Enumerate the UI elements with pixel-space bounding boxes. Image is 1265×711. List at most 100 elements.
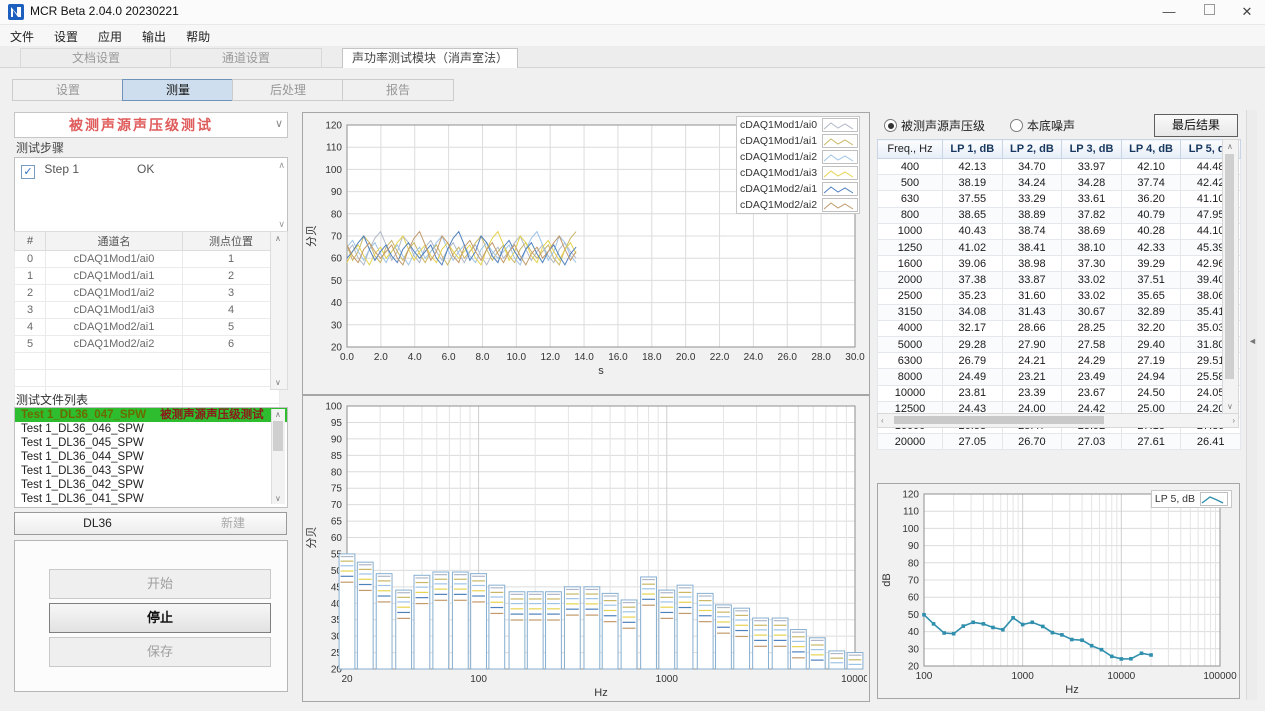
- lp-results-table[interactable]: Freq., Hz LP 1, dB LP 2, dB LP 3, dB LP 4, d…: [877, 139, 1241, 451]
- lp-row[interactable]: 2000 37.38 33.87 33.02 37.51 39.40: [877, 271, 1241, 289]
- step-item[interactable]: ✓ Step 1 OK: [21, 162, 154, 179]
- legend-item[interactable]: cDAQ1Mod2/ai2: [737, 197, 859, 213]
- legend-item[interactable]: cDAQ1Mod1/ai3: [737, 165, 859, 181]
- channel-col-header[interactable]: #: [14, 231, 46, 251]
- menu-item-0[interactable]: 文件: [10, 30, 35, 44]
- minimize-button[interactable]: —: [1152, 0, 1186, 24]
- file-list-item[interactable]: Test 1_DL36_047_SPW 被测声源声压级测试: [15, 408, 287, 422]
- channel-col-header[interactable]: 测点位置: [182, 231, 280, 251]
- channel-row[interactable]: 4 cDAQ1Mod2/ai1 5: [14, 318, 280, 336]
- lp-row[interactable]: 8000 24.49 23.21 23.49 24.94 25.58: [877, 368, 1241, 386]
- file-list-scrollbar[interactable]: ∧ ∨: [271, 409, 285, 504]
- scroll-up-icon[interactable]: ∧: [275, 234, 281, 243]
- menu-item-1[interactable]: 设置: [54, 30, 79, 44]
- menu-item-4[interactable]: 帮助: [186, 30, 211, 44]
- main-tab-1[interactable]: 通道设置: [170, 48, 322, 67]
- menu-item-3[interactable]: 输出: [142, 30, 167, 44]
- channel-row[interactable]: 3 cDAQ1Mod1/ai3 4: [14, 301, 280, 319]
- lp-col-header[interactable]: LP 4, dB: [1120, 139, 1182, 159]
- scroll-down-icon[interactable]: ∨: [275, 378, 281, 387]
- main-tab-0[interactable]: 文档设置: [20, 48, 172, 67]
- radio-background-noise[interactable]: 本底噪声: [1010, 117, 1075, 135]
- scrollbar-thumb[interactable]: [894, 416, 1104, 424]
- scroll-left-icon[interactable]: ‹: [881, 416, 884, 425]
- close-button[interactable]: ✕: [1230, 0, 1264, 24]
- channel-row[interactable]: [14, 369, 280, 387]
- chart-canvas: 20 30 40 50 60 70 80 90 100 110 120 100 1000 10000 100…: [881, 490, 1237, 697]
- channel-table-scrollbar[interactable]: ∧ ∨: [270, 231, 288, 390]
- final-result-button[interactable]: 最后结果: [1154, 114, 1238, 137]
- lp-row[interactable]: 1000 40.43 38.74 38.69 40.28 44.10: [877, 222, 1241, 240]
- save-button[interactable]: 保存: [49, 637, 271, 667]
- scroll-up-icon[interactable]: ∧: [1227, 142, 1233, 151]
- legend-item[interactable]: cDAQ1Mod2/ai1: [737, 181, 859, 197]
- lp-row[interactable]: 630 37.55 33.29 33.61 36.20 41.10: [877, 190, 1241, 208]
- lp-row[interactable]: 400 42.13 34.70 33.97 42.10 44.48: [877, 157, 1241, 176]
- scroll-up-icon[interactable]: ∧: [278, 160, 285, 170]
- scroll-down-icon[interactable]: ∨: [1227, 402, 1233, 411]
- scroll-right-icon[interactable]: ›: [1232, 416, 1235, 425]
- file-list-item[interactable]: Test 1_DL36_043_SPW: [15, 464, 287, 478]
- channel-row[interactable]: 1 cDAQ1Mod1/ai1 2: [14, 267, 280, 285]
- lp-row[interactable]: 6300 26.79 24.21 24.29 27.19 29.51: [877, 352, 1241, 370]
- radio-measured-source[interactable]: 被测声源声压级: [884, 117, 985, 135]
- channel-row[interactable]: 0 cDAQ1Mod1/ai0 1: [14, 250, 280, 268]
- file-list-item[interactable]: Test 1_DL36_041_SPW: [15, 492, 287, 506]
- lp-col-header[interactable]: Freq., Hz: [877, 139, 943, 159]
- step-checkbox[interactable]: ✓: [21, 165, 35, 179]
- lp-table-vscrollbar[interactable]: ∧ ∨: [1222, 139, 1239, 414]
- lp-table-hscrollbar[interactable]: ‹ ›: [877, 413, 1239, 428]
- lp-row[interactable]: 500 38.19 34.24 34.28 37.74 42.42: [877, 174, 1241, 192]
- scroll-down-icon[interactable]: ∨: [278, 219, 285, 229]
- channel-col-header[interactable]: 通道名: [45, 231, 183, 251]
- steps-list[interactable]: ✓ Step 1 OK ∧ ∨: [14, 157, 288, 233]
- scroll-down-icon[interactable]: ∨: [275, 494, 281, 503]
- legend-item[interactable]: cDAQ1Mod1/ai1: [737, 133, 859, 149]
- lp-row[interactable]: 4000 32.17 28.66 28.25 32.20 35.03: [877, 319, 1241, 338]
- test-file-list[interactable]: Test 1_DL36_047_SPW 被测声源声压级测试 Test 1_DL36_…: [14, 407, 288, 508]
- lp-cell: 1250: [877, 238, 943, 257]
- new-button[interactable]: 新建: [180, 512, 287, 535]
- file-list-item[interactable]: Test 1_DL36_046_SPW: [15, 422, 287, 436]
- lp-row[interactable]: 2500 35.23 31.60 33.02 35.65 38.06: [877, 287, 1241, 305]
- scroll-up-icon[interactable]: ∧: [275, 410, 281, 419]
- lp-row[interactable]: 1600 39.06 38.98 37.30 39.29 42.96: [877, 255, 1241, 273]
- lp-col-header[interactable]: LP 3, dB: [1061, 139, 1122, 159]
- scrollbar-thumb[interactable]: [1225, 154, 1234, 379]
- lp-row[interactable]: 20000 27.05 26.70 27.03 27.61 26.41: [877, 433, 1241, 451]
- lp-row[interactable]: 3150 34.08 31.43 30.67 32.89 35.41: [877, 303, 1241, 321]
- test-type-dropdown[interactable]: 被测声源声压级测试 ∨: [14, 112, 288, 138]
- legend-item[interactable]: cDAQ1Mod1/ai0: [737, 117, 859, 133]
- main-tab-2[interactable]: 声功率测试模块（消声室法）: [342, 48, 518, 68]
- lp-cell: 24.94: [1120, 368, 1182, 386]
- sub-tab-1[interactable]: 测量: [122, 79, 234, 101]
- channel-row[interactable]: 2 cDAQ1Mod1/ai2 3: [14, 284, 280, 302]
- lp-col-header[interactable]: LP 1, dB: [942, 139, 1003, 159]
- channel-row[interactable]: [14, 352, 280, 370]
- sub-tab-2[interactable]: 后处理: [232, 79, 344, 101]
- file-list-item[interactable]: Test 1_DL36_044_SPW: [15, 450, 287, 464]
- stop-button[interactable]: 停止: [49, 603, 271, 633]
- lp-cell: 28.25: [1061, 319, 1122, 338]
- start-button[interactable]: 开始: [49, 569, 271, 599]
- maximize-icon: [1203, 4, 1215, 15]
- file-list-item[interactable]: Test 1_DL36_042_SPW: [15, 478, 287, 492]
- legend-item[interactable]: LP 5, dB: [1152, 491, 1231, 507]
- legend-label: cDAQ1Mod1/ai1: [740, 135, 818, 147]
- file-name: Test 1_DL36_045_SPW: [21, 437, 144, 449]
- lp-row[interactable]: 800 38.65 38.89 37.82 40.79 47.95: [877, 206, 1241, 224]
- lp-row[interactable]: 5000 29.28 27.90 27.58 29.40 31.80: [877, 336, 1241, 354]
- legend-item[interactable]: cDAQ1Mod1/ai2: [737, 149, 859, 165]
- scrollbar-thumb[interactable]: [273, 421, 283, 451]
- panel-collapse-strip[interactable]: ◄: [1246, 110, 1257, 700]
- maximize-button[interactable]: [1192, 0, 1226, 24]
- lp-col-header[interactable]: LP 2, dB: [1001, 139, 1063, 159]
- file-list-item[interactable]: Test 1_DL36_045_SPW: [15, 436, 287, 450]
- lp-row[interactable]: 10000 23.81 23.39 23.67 24.50 24.05: [877, 384, 1241, 402]
- menu-item-2[interactable]: 应用: [98, 30, 123, 44]
- lp-row[interactable]: 1250 41.02 38.41 38.10 42.33 45.39: [877, 238, 1241, 257]
- sub-tab-0[interactable]: 设置: [12, 79, 124, 101]
- channel-row[interactable]: 5 cDAQ1Mod2/ai2 6: [14, 335, 280, 353]
- dl36-button[interactable]: DL36: [14, 512, 181, 535]
- sub-tab-3[interactable]: 报告: [342, 79, 454, 101]
